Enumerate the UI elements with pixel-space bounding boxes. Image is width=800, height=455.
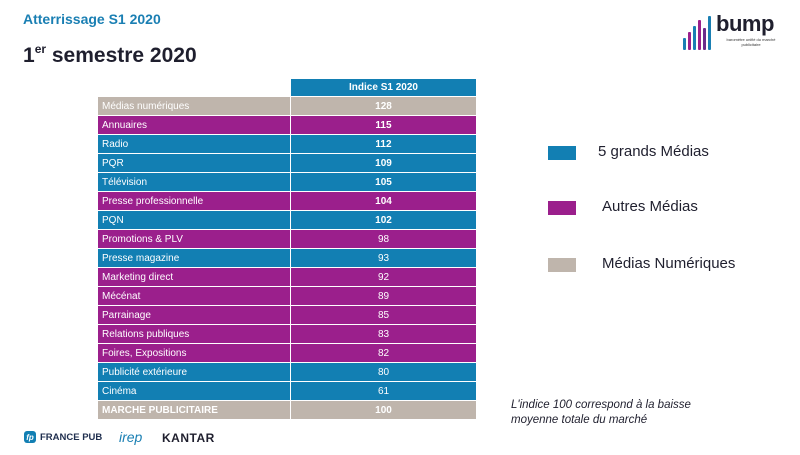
france-pub-logo: FRANCE PUB <box>40 432 103 443</box>
legend-label: Médias Numériques <box>602 255 736 272</box>
table-row: Promotions & PLV 98 <box>98 230 476 248</box>
slide-subtitle: Atterrissage S1 2020 <box>23 11 161 27</box>
row-value: 112 <box>375 138 392 150</box>
row-label: Relations publiques <box>98 325 291 343</box>
table-row: Relations publiques 83 <box>98 325 476 343</box>
table-row: PQR 109 <box>98 154 476 172</box>
table-row: Radio 112 <box>98 135 476 153</box>
row-label: Presse magazine <box>98 249 291 267</box>
row-value: 93 <box>377 252 390 264</box>
legend-swatch <box>548 146 576 160</box>
row-value: 98 <box>377 233 390 245</box>
slide-title: 1er semestre 2020 <box>23 42 197 68</box>
legend-swatch <box>548 201 576 215</box>
table-row: Cinéma 61 <box>98 382 476 400</box>
row-label: Mécénat <box>98 287 291 305</box>
table-row: Foires, Expositions 82 <box>98 344 476 362</box>
row-label: Marketing direct <box>98 268 291 286</box>
table-row: Presse professionnelle 104 <box>98 192 476 210</box>
row-value: 61 <box>377 385 390 397</box>
row-label: Médias numériques <box>98 97 291 115</box>
logo-bar <box>683 38 686 50</box>
row-label: Foires, Expositions <box>98 344 291 362</box>
table-row: Télévision 105 <box>98 173 476 191</box>
row-value: 92 <box>377 271 390 283</box>
table-row: PQN 102 <box>98 211 476 229</box>
table-row: Annuaires 115 <box>98 116 476 134</box>
kantar-logo: KANTAR <box>162 431 215 445</box>
column-header: Indice S1 2020 <box>291 79 476 96</box>
logo-bar <box>693 26 696 50</box>
logo-bar <box>688 32 691 50</box>
row-label: Presse professionnelle <box>98 192 291 210</box>
row-value: 128 <box>375 100 392 112</box>
table-row: Marketing direct 92 <box>98 268 476 286</box>
title-superscript: er <box>34 42 47 56</box>
title-prefix: 1 <box>23 44 35 67</box>
index-table: Indice S1 2020 Médias numériques 128 Annua… <box>98 79 476 419</box>
row-value: 102 <box>375 214 392 226</box>
legend-label: 5 grands Médias <box>598 143 709 160</box>
row-label: Télévision <box>98 173 291 191</box>
row-value: 83 <box>377 328 390 340</box>
table-header: Indice S1 2020 <box>98 79 476 96</box>
table-row: Publicité extérieure 80 <box>98 363 476 381</box>
row-value: 85 <box>377 309 390 321</box>
legend-swatch <box>548 258 576 272</box>
france-pub-icon: fp <box>24 431 36 443</box>
logo-bar <box>708 16 711 50</box>
logo-tagline: baromètre unifié du marché publicitaire <box>726 37 776 47</box>
row-value: 105 <box>375 176 392 188</box>
bump-logo: bump baromètre unifié du marché publicit… <box>683 10 783 50</box>
logo-bar <box>698 20 701 50</box>
row-value: 82 <box>377 347 390 359</box>
table-row: MARCHE PUBLICITAIRE 100 <box>98 401 476 419</box>
row-label: Publicité extérieure <box>98 363 291 381</box>
table-row: Médias numériques 128 <box>98 97 476 115</box>
footnote-line-1: L'indice 100 correspond à la baisse <box>511 399 691 411</box>
table-row: Presse magazine 93 <box>98 249 476 267</box>
row-value: 89 <box>377 290 390 302</box>
logo-bar <box>703 28 706 50</box>
row-value: 109 <box>375 157 392 169</box>
row-value: 104 <box>375 195 392 207</box>
logo-word: bump <box>716 11 774 36</box>
row-label: Radio <box>98 135 291 153</box>
table-body: Médias numériques 128 Annuaires 115 Radio 112… <box>98 97 476 419</box>
row-value: 100 <box>375 404 392 416</box>
footnote-line-2: moyenne totale du marché <box>511 414 648 426</box>
footnote: L'indice 100 correspond à la baisse moye… <box>511 398 691 428</box>
row-label: PQN <box>98 211 291 229</box>
title-rest: semestre 2020 <box>46 44 197 67</box>
row-label: Cinéma <box>98 382 291 400</box>
row-label: MARCHE PUBLICITAIRE <box>98 401 291 419</box>
logo-bars-icon <box>683 14 713 50</box>
table-row: Parrainage 85 <box>98 306 476 324</box>
row-label: Promotions & PLV <box>98 230 291 248</box>
row-value: 80 <box>377 366 390 378</box>
row-label: PQR <box>98 154 291 172</box>
table-row: Mécénat 89 <box>98 287 476 305</box>
row-value: 115 <box>375 119 392 131</box>
irep-logo: irep <box>119 429 143 445</box>
row-label: Annuaires <box>98 116 291 134</box>
row-label: Parrainage <box>98 306 291 324</box>
table-header-blank <box>98 79 291 96</box>
legend-label: Autres Médias <box>602 198 698 215</box>
